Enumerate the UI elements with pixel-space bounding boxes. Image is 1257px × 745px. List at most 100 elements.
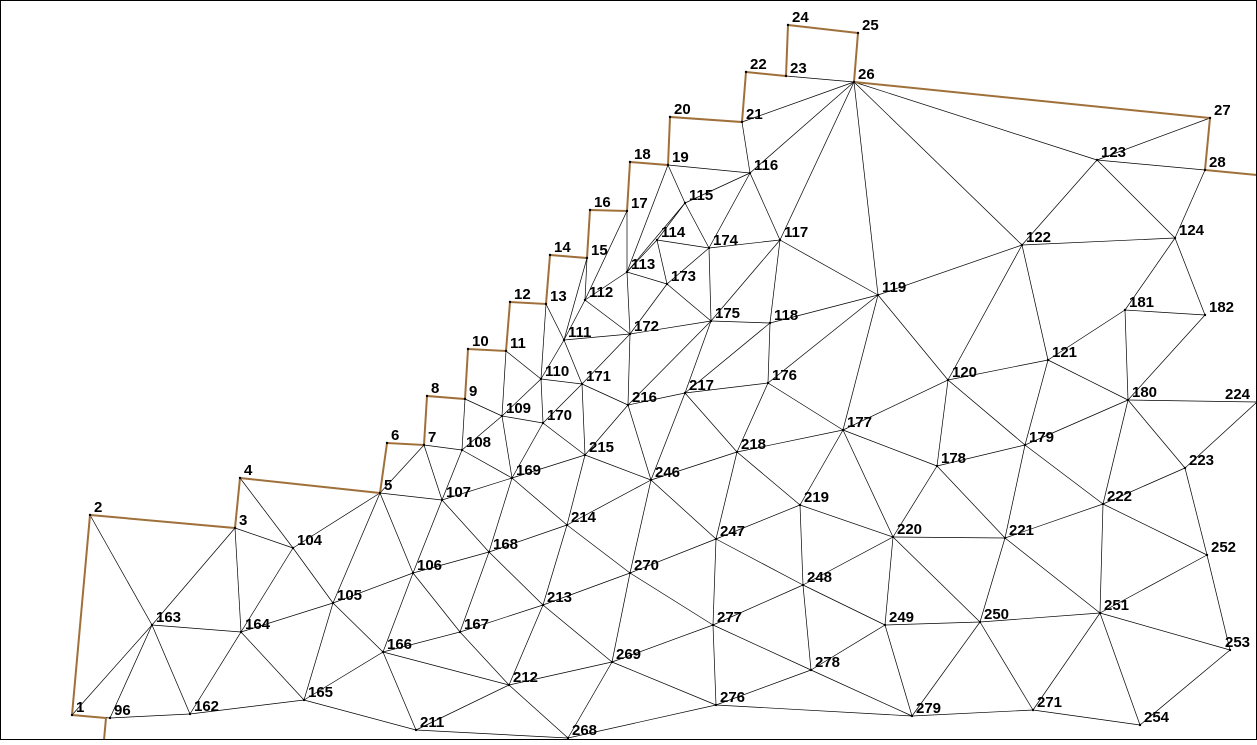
- mesh-edge: [684, 322, 771, 394]
- node-label: 3: [239, 512, 247, 529]
- node-label: 215: [589, 439, 614, 456]
- node-label: 113: [631, 256, 655, 273]
- mesh-edge: [240, 547, 294, 633]
- mesh-edge: [545, 303, 565, 341]
- mesh-node: [1126, 398, 1130, 402]
- mesh-edge: [611, 572, 631, 663]
- mesh-edge: [947, 244, 1023, 381]
- mesh-edge: [629, 572, 714, 626]
- node-label: 14: [554, 239, 571, 256]
- node-label: 219: [804, 489, 829, 506]
- mesh-node: [487, 550, 491, 554]
- mesh-node: [852, 80, 856, 84]
- mesh-edge: [441, 477, 513, 501]
- mesh-node: [1173, 236, 1177, 240]
- mesh-edge: [542, 383, 583, 424]
- mesh-edge: [936, 379, 949, 467]
- mesh-edge: [540, 303, 547, 380]
- mesh-edge: [423, 444, 443, 501]
- node-label: 115: [689, 187, 713, 204]
- node-label: 108: [466, 434, 491, 451]
- mesh-edge: [542, 604, 613, 663]
- mesh-edge: [567, 704, 717, 739]
- mesh-node: [748, 171, 752, 175]
- node-label: 21: [746, 106, 763, 123]
- mesh-edge: [151, 624, 191, 715]
- mesh-node: [239, 630, 243, 634]
- node-label: 164: [245, 616, 271, 633]
- mesh-edge: [1004, 503, 1104, 539]
- mesh-node: [714, 703, 718, 707]
- mesh-edge: [715, 669, 812, 706]
- mesh-node: [768, 321, 772, 325]
- node-label: 116: [754, 157, 778, 174]
- mesh-edge: [459, 551, 490, 633]
- node-label: 119: [882, 279, 906, 296]
- mesh-node: [548, 253, 552, 257]
- node-label: 110: [545, 363, 569, 380]
- node-label: 25: [862, 17, 879, 34]
- mesh-node: [628, 571, 632, 575]
- mesh-node: [744, 70, 748, 74]
- boundary-line: [71, 714, 107, 719]
- mesh-edge: [749, 172, 781, 241]
- mesh-edge: [189, 631, 242, 715]
- mesh-edge: [667, 164, 686, 204]
- mesh-edge: [415, 684, 510, 731]
- mesh-edge: [712, 584, 804, 626]
- mesh-edge: [584, 210, 628, 301]
- mesh-node: [238, 476, 242, 480]
- mesh-edge: [629, 479, 652, 574]
- mesh-edge: [563, 299, 586, 341]
- mesh-node: [378, 491, 382, 495]
- mesh-edge: [650, 479, 717, 540]
- mesh-edge: [1004, 444, 1026, 539]
- mesh-node: [1208, 116, 1212, 120]
- mesh-node: [566, 736, 570, 740]
- node-label: 121: [1052, 344, 1077, 361]
- mesh-node: [233, 526, 237, 530]
- mesh-node: [88, 513, 92, 517]
- mesh-edge: [626, 164, 669, 273]
- mesh-edge: [892, 465, 938, 538]
- node-label: 23: [790, 60, 807, 77]
- mesh-edge: [810, 669, 913, 717]
- mesh-edge: [1099, 612, 1141, 726]
- mesh-node: [856, 31, 860, 35]
- mesh-edge: [715, 704, 913, 717]
- mesh-node: [891, 535, 895, 539]
- mesh-edge: [109, 624, 153, 719]
- mesh-edge: [1021, 159, 1098, 246]
- mesh-node: [707, 246, 711, 250]
- mesh-edge: [1099, 503, 1104, 614]
- mesh-edge: [584, 454, 652, 481]
- node-label: 167: [464, 616, 489, 633]
- mesh-edge: [508, 684, 569, 739]
- node-label: 175: [715, 305, 740, 322]
- mesh-node: [735, 450, 739, 454]
- mesh-edge: [508, 604, 544, 686]
- mesh-edge: [736, 451, 801, 506]
- mesh-edge: [461, 415, 503, 451]
- mesh-edge: [666, 247, 710, 285]
- mesh-edge: [979, 537, 1006, 623]
- mesh-node: [70, 713, 74, 717]
- node-label: 117: [784, 224, 808, 241]
- mesh-node: [1098, 611, 1102, 615]
- mesh-edge: [566, 524, 631, 574]
- mesh-edges: [71, 71, 1257, 739]
- node-label: 8: [431, 380, 439, 397]
- mesh-node: [1003, 536, 1007, 540]
- node-label: 107: [446, 484, 471, 501]
- node-label: 213: [547, 589, 572, 606]
- mesh-edge: [802, 536, 894, 586]
- mesh-edge: [1102, 503, 1208, 556]
- mesh-node: [291, 546, 295, 550]
- mesh-edge: [581, 383, 629, 406]
- mesh-edge: [379, 492, 443, 501]
- mesh-edge: [627, 320, 712, 406]
- node-label: 254: [1144, 709, 1170, 726]
- mesh-node: [883, 623, 887, 627]
- mesh-node: [766, 381, 770, 385]
- node-label: 19: [672, 149, 689, 166]
